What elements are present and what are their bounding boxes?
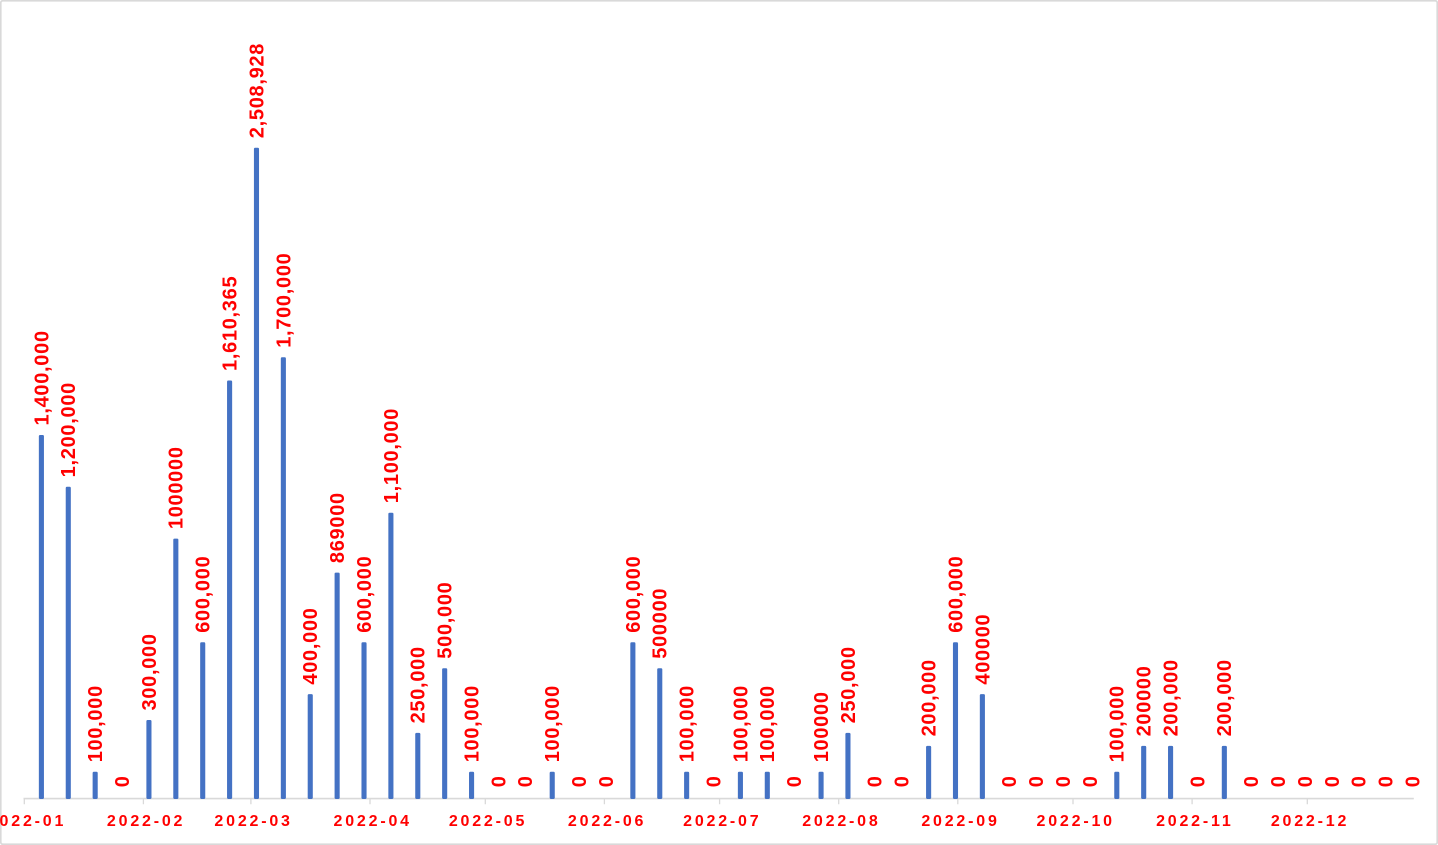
svg-text:0: 0 — [1241, 775, 1263, 787]
svg-text:0: 0 — [1026, 775, 1048, 787]
svg-text:0: 0 — [515, 775, 537, 787]
svg-text:100,000: 100,000 — [757, 685, 779, 762]
svg-text:0: 0 — [1080, 775, 1102, 787]
svg-text:600,000: 600,000 — [193, 556, 215, 633]
svg-text:2022-07: 2022-07 — [683, 813, 761, 830]
svg-text:200,000: 200,000 — [919, 659, 941, 736]
svg-text:2022-12: 2022-12 — [1271, 813, 1349, 830]
svg-text:1,610,365: 1,610,365 — [220, 276, 242, 371]
svg-text:2022-06: 2022-06 — [568, 813, 646, 830]
svg-text:2022-03: 2022-03 — [214, 813, 292, 830]
svg-text:2022-02: 2022-02 — [107, 813, 185, 830]
svg-text:0: 0 — [1187, 775, 1209, 787]
svg-text:0: 0 — [1053, 775, 1075, 787]
svg-text:600,000: 600,000 — [623, 556, 645, 633]
svg-text:100,000: 100,000 — [1107, 685, 1129, 762]
svg-text:2022-11: 2022-11 — [1156, 813, 1233, 830]
svg-text:250,000: 250,000 — [408, 646, 430, 723]
svg-text:100,000: 100,000 — [730, 685, 752, 762]
svg-text:100,000: 100,000 — [542, 685, 564, 762]
svg-text:100,000: 100,000 — [677, 685, 699, 762]
svg-text:2022-10: 2022-10 — [1037, 813, 1115, 830]
svg-text:2022-05: 2022-05 — [449, 813, 527, 830]
svg-text:0: 0 — [784, 775, 806, 787]
svg-text:1,100,000: 1,100,000 — [381, 408, 403, 503]
svg-text:0: 0 — [1402, 775, 1424, 787]
svg-text:2,508,928: 2,508,928 — [246, 43, 268, 138]
svg-text:0: 0 — [865, 775, 887, 787]
svg-text:600,000: 600,000 — [354, 556, 376, 633]
svg-text:500,000: 500,000 — [435, 581, 457, 658]
svg-text:869000: 869000 — [327, 492, 349, 563]
svg-text:250,000: 250,000 — [838, 646, 860, 723]
svg-text:300,000: 300,000 — [139, 633, 161, 710]
svg-text:0: 0 — [1268, 775, 1290, 787]
svg-text:2022-01: 2022-01 — [0, 813, 66, 830]
svg-text:0: 0 — [1322, 775, 1344, 787]
svg-text:100,000: 100,000 — [462, 685, 484, 762]
svg-text:1,700,000: 1,700,000 — [273, 253, 295, 348]
svg-text:2022-08: 2022-08 — [802, 813, 880, 830]
svg-text:1,400,000: 1,400,000 — [31, 330, 53, 425]
svg-text:0: 0 — [703, 775, 725, 787]
svg-text:500000: 500000 — [650, 588, 672, 659]
svg-text:600,000: 600,000 — [945, 556, 967, 633]
svg-text:1,200,000: 1,200,000 — [58, 382, 80, 477]
svg-text:0: 0 — [112, 775, 134, 787]
svg-text:100,000: 100,000 — [85, 685, 107, 762]
svg-text:2022-04: 2022-04 — [334, 813, 412, 830]
svg-text:0: 0 — [1376, 775, 1398, 787]
svg-text:400000: 400000 — [972, 614, 994, 685]
svg-text:0: 0 — [999, 775, 1021, 787]
svg-text:0: 0 — [892, 775, 914, 787]
svg-text:1000000: 1000000 — [166, 446, 188, 529]
svg-text:0: 0 — [488, 775, 510, 787]
svg-text:400,000: 400,000 — [300, 607, 322, 684]
svg-text:0: 0 — [1295, 775, 1317, 787]
svg-text:2022-09: 2022-09 — [921, 813, 999, 830]
svg-text:200000: 200000 — [1134, 665, 1156, 736]
svg-text:200,000: 200,000 — [1161, 659, 1183, 736]
svg-text:0: 0 — [596, 775, 618, 787]
svg-text:100000: 100000 — [811, 691, 833, 762]
svg-text:200,000: 200,000 — [1214, 659, 1236, 736]
svg-text:0: 0 — [569, 775, 591, 787]
svg-text:0: 0 — [1349, 775, 1371, 787]
